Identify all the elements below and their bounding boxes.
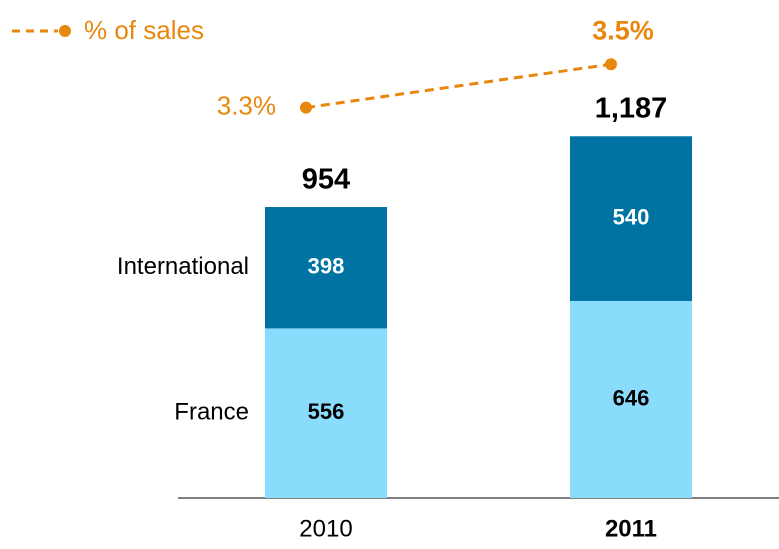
line-point — [300, 101, 312, 114]
bar-segment — [265, 207, 387, 329]
total-label: 1,187 — [595, 93, 668, 125]
segment-label: 556 — [308, 399, 345, 424]
line-label: 3.3% — [217, 90, 276, 120]
bar-segment — [570, 136, 692, 301]
legend-dot — [59, 25, 71, 37]
line-point — [605, 58, 617, 71]
bar-segment — [570, 300, 692, 498]
bar-segment — [265, 328, 387, 498]
segment-label: 540 — [613, 204, 650, 229]
segment-label: 398 — [308, 254, 345, 279]
x-tick-label: 2010 — [299, 515, 352, 542]
line — [305, 62, 612, 110]
series-label: France — [174, 399, 249, 426]
x-tick-label: 2011 — [605, 515, 657, 542]
segment-label: 646 — [613, 385, 650, 410]
legend-label: % of sales — [84, 15, 204, 45]
line-label: 3.5% — [592, 15, 654, 45]
series-label: International — [117, 253, 249, 280]
total-label: 954 — [302, 164, 350, 196]
